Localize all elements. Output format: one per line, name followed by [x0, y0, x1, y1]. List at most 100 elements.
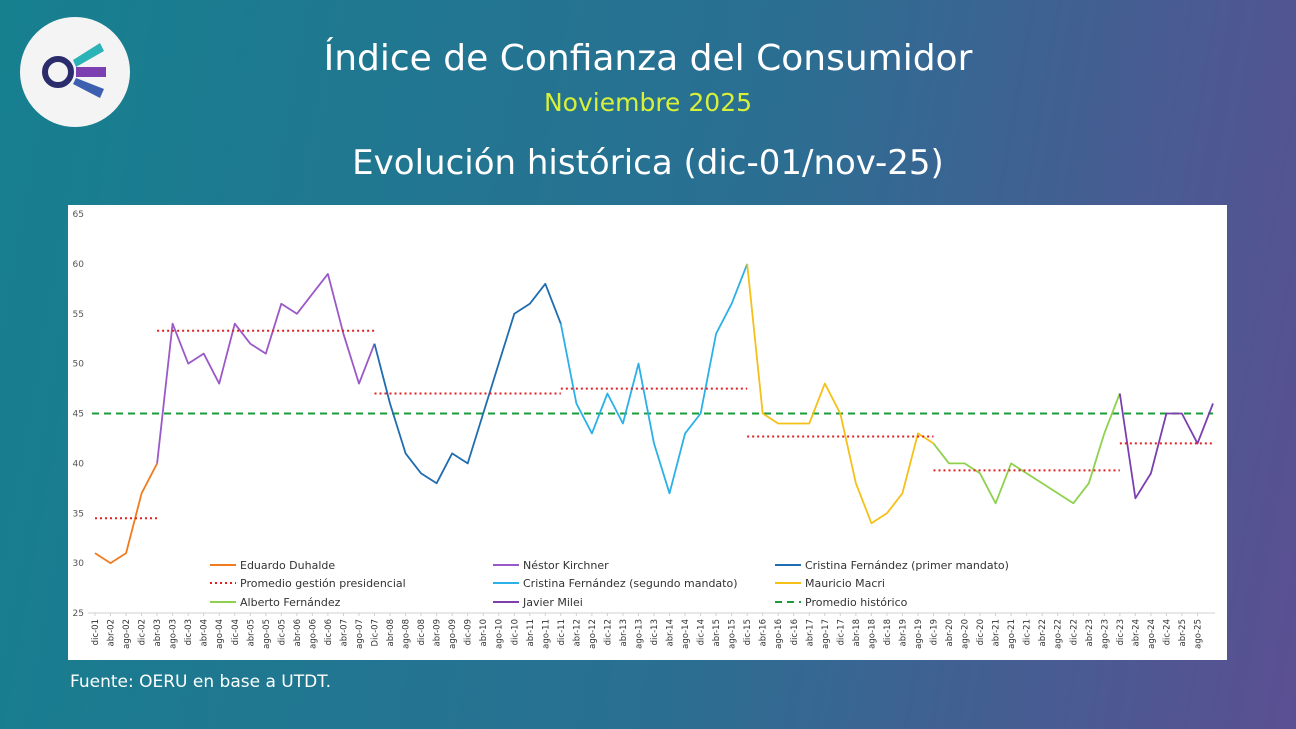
x-tick-label: dic-05 [277, 619, 287, 645]
y-tick-label: 25 [73, 609, 84, 619]
series-line [94, 462, 158, 564]
x-tick-label: ago-09 [448, 619, 458, 649]
x-tick-label: ago-24 [1147, 619, 1157, 649]
x-tick-label: dic-16 [790, 619, 800, 645]
x-tick-label: dic-18 [883, 619, 893, 645]
x-tick-label: abr-14 [666, 619, 676, 646]
x-tick-label: ago-17 [821, 619, 831, 649]
legend-label: Cristina Fernández (primer mandato) [805, 559, 1009, 572]
x-tick-label: ago-11 [541, 619, 551, 649]
x-tick-label: ago-13 [634, 619, 644, 649]
x-tick-label: abr-17 [805, 619, 815, 646]
x-tick-label: ago-10 [495, 619, 505, 649]
y-tick-label: 45 [73, 410, 84, 420]
x-tick-label: abr-02 [107, 619, 117, 646]
series-line [559, 263, 749, 495]
x-tick-label: dic-17 [836, 619, 846, 645]
x-tick-label: ago-20 [961, 619, 971, 649]
x-tick-label: ago-07 [355, 619, 365, 649]
series-line [746, 263, 934, 525]
x-tick-label: dic-23 [1116, 619, 1126, 645]
x-tick-label: ago-14 [681, 619, 691, 649]
legend-label: Mauricio Macri [805, 577, 885, 590]
x-tick-label: ago-25 [1193, 619, 1203, 649]
legend-label: Promedio histórico [805, 596, 908, 609]
x-tick-label: abr-16 [759, 619, 769, 646]
x-tick-label: abr-13 [619, 619, 629, 646]
x-tick-label: dic-14 [697, 619, 707, 645]
y-tick-label: 55 [73, 310, 84, 320]
x-tick-label: ago-12 [588, 619, 598, 649]
legend-label: Alberto Fernández [240, 596, 341, 609]
x-tick-label: ago-19 [914, 619, 924, 649]
x-tick-label: dic-09 [464, 619, 474, 645]
series-line [932, 393, 1121, 505]
x-tick-label: abr-22 [1038, 619, 1048, 646]
heading: Evolución histórica (dic-01/nov-25) [352, 143, 944, 183]
x-tick-label: dic-06 [324, 619, 334, 645]
x-tick-label: ago-02 [122, 619, 132, 649]
y-tick-label: 35 [73, 509, 84, 519]
legend-label: Cristina Fernández (segundo mandato) [523, 577, 738, 590]
x-tick-label: dic-04 [231, 619, 241, 645]
source: Fuente: OERU en base a UTDT. [70, 672, 331, 692]
title: Índice de Confianza del Consumidor [323, 38, 973, 79]
x-tick-label: dic-19 [930, 619, 940, 645]
x-tick-label: abr-12 [572, 619, 582, 646]
x-tick-label: dic-20 [976, 619, 986, 645]
x-tick-label: abr-21 [992, 619, 1002, 646]
x-tick-label: abr-09 [433, 619, 443, 646]
x-tick-label: ago-15 [728, 619, 738, 649]
plot-background [68, 205, 1227, 660]
x-tick-label: dic-24 [1162, 619, 1172, 645]
x-tick-label: dic-11 [557, 619, 567, 645]
x-tick-label: abr-03 [153, 619, 163, 646]
x-tick-label: dic-21 [1023, 619, 1033, 645]
x-tick-label: abr-07 [339, 619, 349, 646]
x-tick-label: dic-22 [1069, 619, 1079, 645]
series-line [1118, 393, 1214, 500]
x-tick-label: ago-18 [867, 619, 877, 649]
series-line [373, 282, 562, 485]
x-tick-label: dic-03 [184, 619, 194, 645]
x-tick-label: ago-22 [1054, 619, 1064, 649]
subtitle: Noviembre 2025 [543, 88, 753, 117]
x-tick-label: dic-12 [603, 619, 613, 645]
x-tick-label: abr-19 [898, 619, 908, 646]
x-tick-label: dic-10 [510, 619, 520, 645]
x-tick-label: ago-04 [215, 619, 225, 649]
x-tick-label: abr-06 [293, 619, 303, 646]
x-tick-label: ago-03 [169, 619, 179, 649]
x-tick-label: ago-16 [774, 619, 784, 649]
x-tick-label: abr-20 [945, 619, 955, 646]
x-tick-label: abr-15 [712, 619, 722, 646]
x-tick-label: ago-05 [262, 619, 272, 649]
y-tick-label: 50 [73, 360, 85, 370]
x-tick-label: ago-23 [1100, 619, 1110, 649]
x-tick-label: ago-08 [402, 619, 412, 649]
x-tick-label: abr-10 [479, 619, 489, 646]
x-tick-label: abr-11 [526, 619, 536, 646]
series-line [156, 273, 376, 464]
x-tick-label: dic-02 [138, 619, 148, 645]
x-tick-label: dic-01 [91, 619, 101, 645]
chart: 25 30 35 40 45 50 55 60 65 dic-01 abr-02 ago-02 dic-… [68, 205, 1227, 660]
y-tick-label: 40 [73, 459, 85, 469]
x-tick-label: abr-08 [386, 619, 396, 646]
x-tick-label: abr-23 [1085, 619, 1095, 646]
y-tick-label: 65 [73, 210, 84, 220]
logo [20, 17, 130, 127]
x-tick-label: dic-08 [417, 619, 427, 645]
x-tick-label: abr-04 [200, 619, 210, 646]
x-tick-label: abr-24 [1131, 619, 1141, 646]
x-tick-label: abr-25 [1178, 619, 1188, 646]
x-tick-label: ago-06 [308, 619, 318, 649]
legend-label: Promedio gestión presidencial [240, 577, 406, 590]
x-tick-label: ago-21 [1007, 619, 1017, 649]
y-tick-label: 60 [73, 260, 85, 270]
legend-label: Néstor Kirchner [523, 559, 609, 572]
x-tick-label: abr-18 [852, 619, 862, 646]
x-tick-label: dic-15 [743, 619, 753, 645]
x-tick-label: abr-05 [246, 619, 256, 646]
x-tick-label: Dic-07 [371, 619, 381, 646]
